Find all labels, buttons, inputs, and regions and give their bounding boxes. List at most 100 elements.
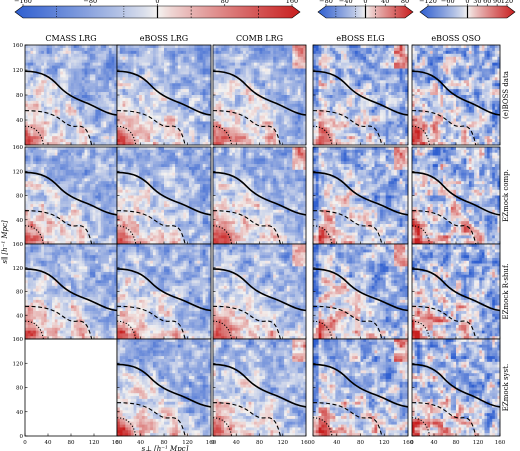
- heatmap-cell: [363, 127, 367, 131]
- heatmap-cell: [371, 45, 375, 49]
- heatmap-cell: [89, 97, 93, 102]
- heatmap-cell: [349, 92, 353, 96]
- heatmap-cell: [166, 68, 170, 72]
- heatmap-cell: [147, 97, 151, 102]
- heatmap-cell: [349, 142, 353, 146]
- heatmap-cell: [152, 103, 156, 108]
- heatmap-cell: [136, 115, 140, 119]
- heatmap-cell: [313, 124, 317, 128]
- heatmap-cell: [119, 45, 123, 49]
- heatmap-cell: [117, 59, 121, 63]
- heatmap-cell: [139, 68, 143, 72]
- heatmap-cell: [402, 45, 406, 49]
- heatmap-cell: [394, 97, 398, 102]
- heatmap-cell: [180, 74, 184, 78]
- heatmap-cell: [35, 74, 39, 78]
- heatmap-cell: [243, 45, 247, 49]
- heatmap-cell: [158, 45, 162, 49]
- heatmap-cell: [354, 53, 358, 58]
- heatmap-cell: [343, 86, 347, 90]
- heatmap-cell: [264, 142, 269, 146]
- heatmap-cell: [237, 136, 241, 140]
- heatmap-cell: [46, 133, 50, 137]
- heatmap-cell: [35, 45, 39, 49]
- heatmap-cell: [166, 121, 170, 125]
- heatmap-cell: [30, 112, 34, 116]
- heatmap-cell: [119, 95, 123, 99]
- heatmap-cell: [57, 112, 61, 116]
- heatmap-cell: [122, 62, 126, 66]
- heatmap-cell: [289, 68, 293, 72]
- heatmap-cell: [205, 92, 209, 96]
- heatmap-cell: [164, 53, 168, 58]
- heatmap-cell: [136, 124, 140, 128]
- heatmap-cell: [139, 65, 143, 69]
- heatmap-cell: [497, 56, 501, 60]
- heatmap-cell: [422, 59, 426, 63]
- heatmap-cell: [286, 59, 290, 63]
- heatmap-cell: [152, 136, 156, 140]
- heatmap-cell: [73, 106, 77, 110]
- heatmap-cell: [205, 71, 209, 75]
- heatmap-cell: [52, 56, 56, 60]
- heatmap-cell: [232, 133, 236, 137]
- heatmap-cell: [264, 59, 269, 63]
- heatmap-cell: [84, 139, 88, 143]
- heatmap-cell: [49, 127, 53, 131]
- heatmap-cell: [205, 47, 209, 52]
- heatmap-cell: [380, 106, 384, 110]
- heatmap-cell: [43, 103, 47, 108]
- heatmap-cell: [95, 80, 99, 84]
- heatmap-cell: [197, 97, 201, 102]
- heatmap-cell: [270, 106, 274, 110]
- heatmap-cell: [240, 47, 244, 52]
- heatmap-cell: [205, 142, 209, 146]
- heatmap-cell: [172, 65, 176, 69]
- heatmap-cell: [335, 109, 339, 113]
- heatmap-cell: [218, 68, 222, 72]
- heatmap-cell: [377, 53, 381, 58]
- heatmap-cell: [332, 47, 336, 52]
- heatmap-cell: [175, 74, 179, 78]
- heatmap-cell: [141, 45, 145, 49]
- heatmap-cell: [357, 106, 361, 110]
- heatmap-cell: [321, 130, 325, 134]
- heatmap-cell: [92, 136, 96, 140]
- heatmap-cell: [360, 136, 364, 140]
- heatmap-cell: [360, 106, 364, 110]
- heatmap-cell: [329, 71, 333, 75]
- heatmap-cell: [197, 45, 201, 49]
- heatmap-cell: [243, 139, 247, 143]
- heatmap-cell: [71, 86, 75, 90]
- heatmap-cell: [251, 47, 255, 52]
- heatmap-cell: [315, 83, 319, 87]
- heatmap-cell: [254, 53, 258, 58]
- heatmap-cell: [346, 83, 350, 87]
- heatmap-cell: [360, 86, 364, 90]
- heatmap-cell: [108, 68, 112, 72]
- heatmap-cell: [245, 71, 249, 75]
- heatmap-cell: [240, 121, 244, 125]
- heatmap-cell: [340, 45, 345, 49]
- heatmap-cell: [394, 80, 398, 84]
- heatmap-cell: [264, 62, 269, 66]
- heatmap-cell: [385, 74, 389, 78]
- heatmap-cell: [128, 133, 132, 137]
- heatmap-cell: [73, 112, 77, 116]
- heatmap-cell: [262, 56, 266, 60]
- heatmap-cell: [380, 112, 384, 116]
- heatmap-cell: [346, 127, 350, 131]
- heatmap-cell: [226, 80, 230, 84]
- heatmap-cell: [79, 59, 83, 63]
- heatmap-cell: [183, 142, 187, 146]
- heatmap-cell: [278, 71, 282, 75]
- heatmap-cell: [27, 112, 31, 116]
- heatmap-cell: [324, 83, 328, 87]
- heatmap-cell: [175, 115, 179, 119]
- heatmap-cell: [35, 53, 39, 58]
- heatmap-cell: [259, 74, 263, 78]
- heatmap-cell: [284, 124, 288, 128]
- heatmap-cell: [275, 50, 279, 55]
- heatmap-cell: [324, 95, 328, 99]
- heatmap-cell: [100, 86, 104, 90]
